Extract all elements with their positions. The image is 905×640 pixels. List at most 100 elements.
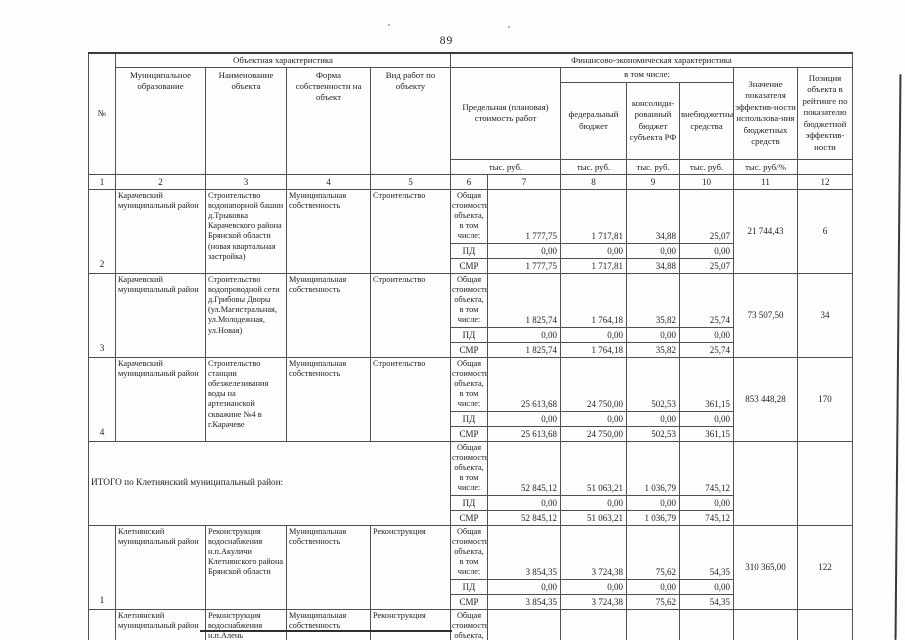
value-cell: 1 764,18: [560, 341, 627, 358]
unit-cell: тыс. руб.: [626, 158, 680, 175]
value-cell: 0,00: [679, 242, 734, 259]
value-cell: 502,53: [626, 425, 680, 442]
row-number: 2: [88, 188, 116, 274]
row-number: 3: [88, 272, 116, 358]
value-cell: 1 777,75: [487, 188, 561, 244]
column-number: 6: [450, 173, 488, 190]
sublabel-pd: ПД: [450, 326, 488, 343]
table-body: 2 Карачевский муниципальный район Строител…: [88, 188, 854, 640]
cell-municipality: Клетнянский муниципальный район: [115, 524, 206, 610]
cell-rating-value: 188: [796, 608, 854, 640]
main-table: № Объектная характеристика Финансово-эко…: [88, 52, 854, 640]
column-number: 7: [487, 173, 561, 190]
column-number: 1: [88, 173, 116, 190]
value-cell: 0,00: [679, 578, 734, 595]
banner-object-characteristics: Объектная характеристика: [115, 52, 451, 68]
unit-cell: тыс. руб.: [679, 158, 734, 175]
sublabel-pd: ПД: [450, 242, 488, 259]
cell-ownership: Муниципальная собственность: [286, 524, 371, 610]
value-cell: 52 845,12: [487, 440, 561, 496]
unit-cell: тыс. руб.: [450, 158, 561, 175]
header-object-name: Наименование объекта: [205, 66, 287, 175]
sublabel-smr: СМР: [450, 341, 488, 358]
header-work-type: Вид работ по объекту: [370, 66, 451, 175]
column-number: 11: [733, 173, 798, 190]
value-cell: 62,69: [626, 608, 680, 640]
value-cell: 25,74: [679, 272, 734, 328]
cell-efficiency-value: 3 087 315,00: [733, 608, 798, 640]
scan-speck: [508, 26, 510, 28]
value-cell: 54,35: [679, 524, 734, 580]
value-cell: 34,88: [626, 188, 680, 244]
value-cell: 0,00: [679, 410, 734, 427]
value-cell: 745,12: [679, 509, 734, 526]
cell-ownership: Муниципальная собственность: [286, 608, 371, 640]
cell-work-type: Реконструкция: [370, 524, 451, 610]
page-number: 89: [439, 35, 454, 47]
cell-rating-value: [796, 440, 854, 526]
value-cell: 0,00: [626, 578, 680, 595]
sublabel-smr: СМР: [450, 425, 488, 442]
sublabel-pd: ПД: [450, 494, 488, 511]
value-cell: 0,00: [560, 494, 627, 511]
value-cell: 1 717,81: [560, 257, 627, 274]
value-cell: 0,00: [679, 326, 734, 343]
cell-object-name: Строительство водонапорной башни д.Трыко…: [205, 188, 287, 274]
value-cell: 54,35: [679, 593, 734, 610]
value-cell: 24 750,00: [560, 356, 627, 412]
value-cell: 745,12: [679, 440, 734, 496]
cell-object-name: Строительство станции обезжелезивания во…: [205, 356, 287, 442]
header-no: №: [88, 52, 116, 175]
unit-cell: тыс. руб/%: [733, 158, 798, 175]
header-extrabudgetary-funds: внебюджетные средства: [679, 81, 734, 160]
sublabel-pd: ПД: [450, 578, 488, 595]
value-cell: 52 845,12: [487, 509, 561, 526]
cell-rating-value: 34: [796, 272, 854, 358]
cell-rating-value: 170: [796, 356, 854, 442]
value-cell: 3 195,05: [487, 608, 561, 640]
value-cell: 0,00: [626, 494, 680, 511]
value-cell: 35,82: [626, 341, 680, 358]
header-including: в том числе:: [560, 66, 734, 83]
cell-ownership: Муниципальная собственность: [286, 188, 371, 274]
row-number: 1: [88, 524, 116, 610]
value-cell: 0,00: [487, 410, 561, 427]
table-header: № Объектная характеристика Финансово-эко…: [88, 52, 854, 190]
value-cell: 25,07: [679, 257, 734, 274]
cell-efficiency-value: 73 507,50: [733, 272, 798, 358]
column-number: 3: [205, 173, 287, 190]
cell-object-name: Строительство водопроводной сети д.Грибо…: [205, 272, 287, 358]
value-cell: 0,00: [487, 242, 561, 259]
sublabel-smr: СМР: [450, 509, 488, 526]
value-cell: 361,15: [679, 425, 734, 442]
value-cell: 3 854,35: [487, 524, 561, 580]
value-cell: 0,00: [560, 410, 627, 427]
unit-cell: тыс. руб.: [560, 158, 627, 175]
sublabel-total-cost: Общая стоимость объекта, в том числе:: [450, 188, 488, 244]
cell-rating-value: 122: [796, 524, 854, 610]
sublabel-smr: СМР: [450, 257, 488, 274]
value-cell: 25 613,68: [487, 425, 561, 442]
value-cell: 1 825,74: [487, 341, 561, 358]
header-ownership: Форма собственности на объект: [286, 66, 371, 175]
cell-efficiency-value: 853 448,28: [733, 356, 798, 442]
header-rating-position: Позиция объекта в рейтинге по показателю…: [796, 66, 854, 160]
unit-cell: [796, 158, 854, 175]
value-cell: 1 036,79: [626, 509, 680, 526]
value-cell: 0,00: [560, 578, 627, 595]
value-cell: 3 854,35: [487, 593, 561, 610]
sublabel-total-cost: Общая стоимость объекта, в том числе:: [450, 356, 488, 412]
value-cell: 0,00: [487, 494, 561, 511]
sublabel-total-cost: Общая стоимость объекта, в том числе:: [450, 440, 488, 496]
cell-work-type: Строительство: [370, 356, 451, 442]
cell-rating-value: 6: [796, 188, 854, 274]
column-number: 12: [796, 173, 854, 190]
column-number: 10: [679, 173, 734, 190]
cell-municipality: Карачевский муниципальный район: [115, 188, 206, 274]
value-cell: 75,62: [626, 524, 680, 580]
value-cell: 45,05: [679, 608, 734, 640]
value-cell: 75,62: [626, 593, 680, 610]
sublabel-pd: ПД: [450, 410, 488, 427]
value-cell: 3 724,38: [560, 524, 627, 580]
